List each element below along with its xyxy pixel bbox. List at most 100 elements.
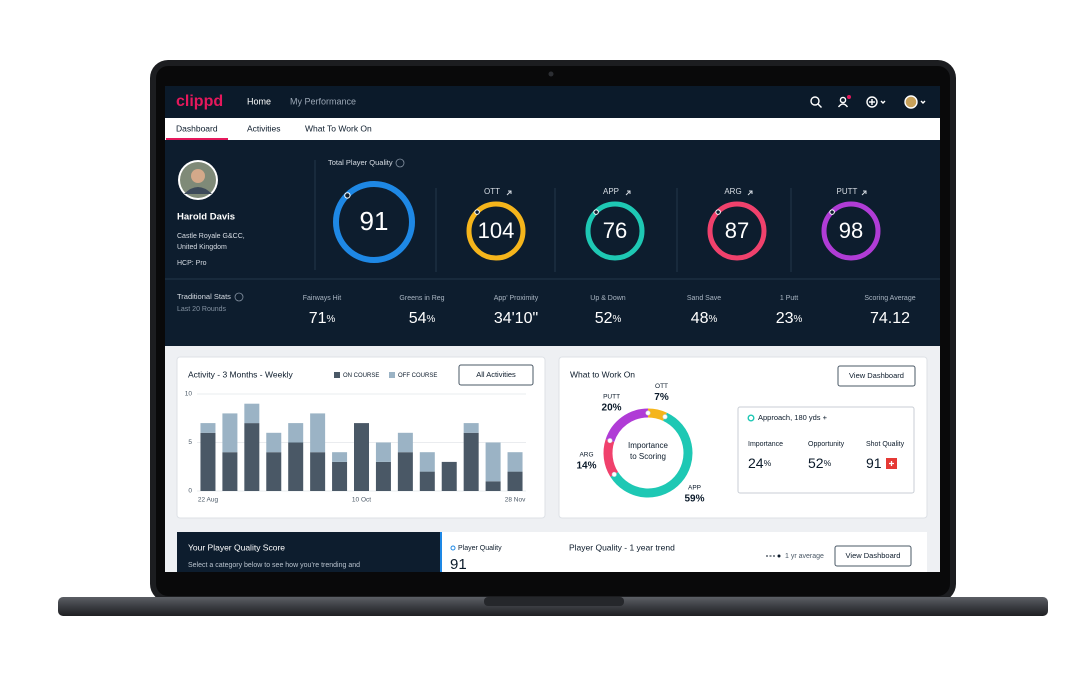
tab-bar (165, 118, 940, 140)
stats-title: Traditional Stats (177, 292, 231, 301)
nav-link[interactable]: My Performance (290, 96, 356, 106)
player-country: United Kingdom (177, 244, 227, 251)
player-club: Castle Royale G&CC, (177, 233, 245, 240)
stat-label: Up & Down (590, 295, 626, 302)
stat-label: App' Proximity (494, 295, 539, 302)
metric-value: 24% (748, 455, 772, 471)
stat-label: Fairways Hit (303, 295, 342, 302)
bar-segment (332, 452, 348, 462)
ring-score: 91 (360, 206, 389, 236)
donut-segment (647, 408, 667, 421)
ring-score: 87 (725, 218, 749, 243)
card-text: Select a category below to see how you’r… (188, 562, 360, 569)
category-label: OTT (484, 187, 500, 196)
trend-label: Player Quality (458, 545, 502, 552)
avatar-face (191, 169, 205, 183)
focus-dot (747, 414, 755, 422)
category-label: PUTT (837, 187, 858, 196)
segment-joint (662, 414, 668, 420)
stat-label: Scoring Average (864, 295, 915, 302)
stat-label: 1 Putt (780, 295, 798, 302)
legend-swatch (334, 372, 340, 378)
bar-segment (375, 442, 391, 462)
base-notch (484, 597, 624, 606)
laptop-base (58, 597, 1048, 616)
ring-marker (715, 209, 721, 215)
button[interactable] (834, 545, 912, 567)
ring (707, 201, 767, 261)
x-tick-label: 28 Nov (505, 497, 526, 504)
stat-value: 48% (691, 310, 718, 327)
tab[interactable]: Dashboard (176, 123, 218, 133)
metric-label: Shot Quality (866, 441, 905, 448)
bar-segment (419, 452, 435, 472)
bar-segment (397, 432, 413, 453)
focus-title: Approach, 180 yds + (758, 413, 828, 422)
metric-label: Opportunity (808, 441, 845, 448)
info-icon[interactable] (395, 158, 405, 168)
logo[interactable]: clippd (176, 93, 223, 110)
bar-segment (310, 452, 326, 491)
avatar-body (184, 187, 212, 194)
y-tick-label: 10 (185, 391, 193, 398)
stat-value: 52% (595, 310, 622, 327)
bar-segment (463, 432, 479, 491)
bar-segment (200, 423, 216, 433)
focus-box (737, 406, 915, 494)
bar-segment (288, 423, 304, 443)
link-arrow (747, 190, 753, 196)
metric-label: Importance (748, 441, 783, 448)
quality-score-card (177, 532, 441, 572)
quality-title: Total Player Quality (328, 158, 393, 167)
donut-segment (610, 412, 693, 498)
y-tick-label: 5 (188, 439, 192, 446)
donut-category: OTT (655, 383, 668, 390)
stat-label: Sand Save (687, 295, 721, 302)
category-label: ARG (724, 187, 741, 196)
button-label[interactable]: View Dashboard (846, 551, 901, 560)
donut-value: 59% (684, 494, 704, 505)
link-arrow (861, 190, 867, 196)
bar-segment (200, 432, 216, 491)
bar-segment (244, 403, 260, 424)
info-icon[interactable] (234, 292, 244, 302)
search-icon[interactable] (810, 96, 822, 108)
bar-segment (375, 461, 391, 491)
donut-value: 14% (576, 460, 596, 471)
segment-joint (607, 438, 613, 444)
bar-segment (507, 452, 523, 472)
donut-category: APP (688, 485, 701, 492)
bar-segment (485, 481, 501, 491)
link-arrow (506, 190, 512, 196)
bar-segment (222, 413, 238, 453)
button[interactable] (837, 365, 916, 387)
bar-segment (441, 461, 457, 491)
player-handicap: HCP: Pro (177, 260, 207, 267)
nav-icons (810, 95, 926, 109)
donut-center-label: to Scoring (630, 452, 666, 461)
y-tick-label: 0 (188, 488, 192, 495)
people-icon[interactable] (837, 95, 852, 108)
ring (585, 201, 645, 261)
tab[interactable]: Activities (247, 123, 281, 133)
button[interactable] (458, 364, 534, 386)
stat-value: 34'10" (494, 310, 538, 327)
ring (333, 181, 415, 263)
stat-label: Greens in Reg (399, 295, 444, 302)
bar-segment (310, 413, 326, 453)
summary-panel (165, 140, 940, 346)
stat-value: 71% (309, 310, 336, 327)
legend-swatch (389, 372, 395, 378)
legend-label: 1 yr average (785, 553, 824, 560)
category-label: APP (603, 187, 619, 196)
tab[interactable]: What To Work On (305, 123, 372, 133)
button-label[interactable]: View Dashboard (849, 371, 904, 380)
nav-link[interactable]: Home (247, 96, 271, 106)
add-icon[interactable] (866, 96, 886, 108)
donut-category: PUTT (603, 394, 620, 401)
bar-segment (463, 423, 479, 433)
button-label[interactable]: All Activities (476, 370, 516, 379)
avatar-menu[interactable] (904, 95, 926, 109)
player-name: Harold Davis (177, 212, 235, 223)
